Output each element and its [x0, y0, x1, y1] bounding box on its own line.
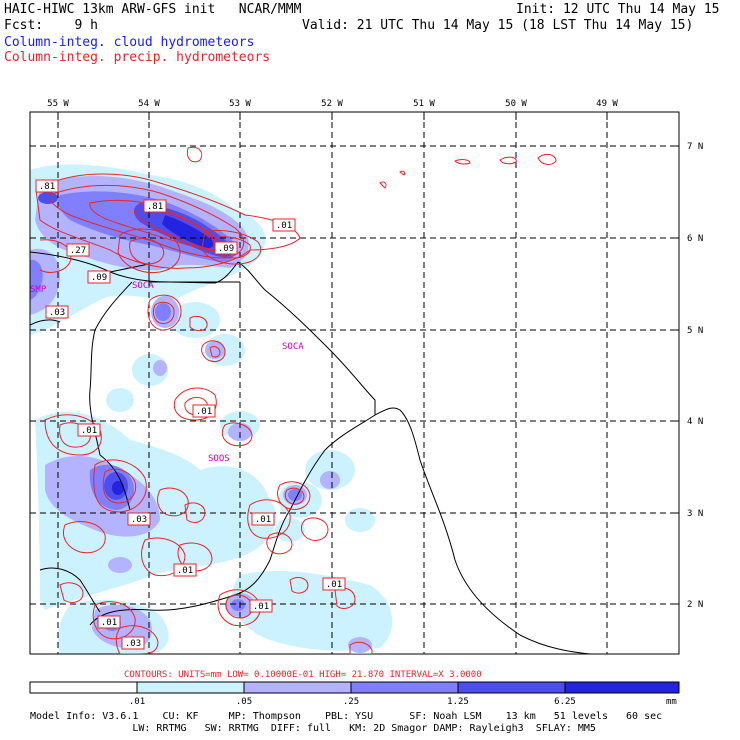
svg-text:.01: .01 — [253, 602, 269, 612]
svg-text:.01: .01 — [326, 580, 342, 590]
header-init: Init: 12 UTC Thu 14 May 15 — [516, 2, 720, 17]
colorbar-tick: .01 — [129, 697, 145, 707]
contour-label: .03 — [121, 636, 145, 650]
legend-precip-hydrometeors: Column-integ. precip. hydrometeors — [4, 50, 271, 65]
svg-text:.09: .09 — [91, 273, 107, 283]
contour-label: .27 — [66, 243, 90, 257]
svg-text:.81: .81 — [147, 202, 163, 212]
svg-text:.27: .27 — [70, 246, 86, 256]
colorbar-ticks: .01 .05 .25 1.25 6.25 — [129, 697, 576, 707]
axis-ticks — [57, 112, 679, 605]
contour-label: .01 — [251, 512, 275, 526]
svg-text:.01: .01 — [276, 221, 292, 231]
contour-labels: .81 .81 .01 .27 .09 .09 .03 .01 .01 .03 … — [35, 179, 346, 650]
svg-text:.81: .81 — [39, 182, 55, 192]
contour-label: .81 — [35, 179, 59, 193]
coastlines-borders — [30, 251, 591, 654]
longitude-label: 54 W — [138, 99, 160, 109]
station-label: SMP — [30, 285, 47, 295]
svg-text:.01: .01 — [81, 426, 97, 436]
contour-label: .01 — [249, 599, 273, 613]
latitude-label: 6 N — [687, 234, 703, 244]
model-info-line2: LW: RRTMG SW: RRTMG DIFF: full KM: 2D Sm… — [30, 723, 596, 734]
svg-text:.03: .03 — [125, 639, 141, 649]
contour-label: .01 — [77, 423, 101, 437]
colorbar-segment — [136, 681, 245, 694]
svg-text:.09: .09 — [218, 244, 234, 254]
contour-label: .01 — [97, 615, 121, 629]
header-title: HAIC-HIWC 13km ARW-GFS init NCAR/MMM — [4, 2, 302, 17]
contour-info: CONTOURS: UNITS=mm LOW= 0.10000E-01 HIGH… — [124, 670, 482, 680]
station-label: SOCA — [132, 281, 154, 291]
latitude-label: 3 N — [687, 509, 703, 519]
lat-lon-grid — [30, 112, 679, 654]
station-label: SOCA — [282, 342, 304, 352]
contour-label: .01 — [272, 218, 296, 232]
longitude-label: 52 W — [321, 99, 343, 109]
colorbar-segment — [457, 681, 566, 694]
latitude-label: 5 N — [687, 326, 703, 336]
header-valid: Valid: 21 UTC Thu 14 May 15 (18 LST Thu … — [302, 18, 694, 33]
contour-label: .81 — [143, 199, 167, 213]
latitude-labels: 7 N 6 N 5 N 4 N 3 N 2 N — [687, 142, 703, 610]
colorbar-segment — [243, 681, 352, 694]
latitude-label: 7 N — [687, 142, 703, 152]
colorbar-units: mm — [666, 697, 677, 707]
legend-cloud-hydrometeors: Column-integ. cloud hydrometeors — [4, 35, 255, 50]
contour-label: .01 — [173, 563, 197, 577]
contour-label: .03 — [45, 305, 69, 319]
colorbar-tick: 1.25 — [447, 697, 469, 707]
model-info-line1: Model Info: V3.6.1 CU: KF MP: Thompson P… — [30, 711, 663, 722]
longitude-label: 51 W — [413, 99, 435, 109]
contour-label: .03 — [127, 512, 151, 526]
colorbar-segment — [350, 681, 459, 694]
svg-text:.01: .01 — [196, 407, 212, 417]
svg-text:.03: .03 — [49, 308, 65, 318]
colorbar-tick: .05 — [236, 697, 252, 707]
station-label: SOOS — [208, 454, 230, 464]
svg-text:.01: .01 — [255, 515, 271, 525]
colorbar-tick: 6.25 — [554, 697, 576, 707]
longitude-labels: 55 W 54 W 53 W 52 W 51 W 50 W 49 W — [47, 99, 618, 109]
contour-label: .09 — [87, 270, 111, 284]
colorbar-segment — [564, 681, 680, 694]
contour-label: .01 — [322, 577, 346, 591]
latitude-label: 4 N — [687, 417, 703, 427]
svg-text:.01: .01 — [177, 566, 193, 576]
colorbar — [29, 681, 680, 694]
longitude-label: 49 W — [596, 99, 618, 109]
longitude-label: 53 W — [229, 99, 251, 109]
contour-label: .01 — [192, 404, 216, 418]
latitude-label: 2 N — [687, 600, 703, 610]
colorbar-segment — [29, 681, 138, 694]
svg-text:.03: .03 — [131, 515, 147, 525]
station-labels: SMP SOCA SOCA SOOS — [30, 281, 304, 464]
header-forecast: Fcst: 9 h — [4, 18, 98, 33]
longitude-label: 55 W — [47, 99, 69, 109]
contour-label: .09 — [214, 241, 238, 255]
svg-text:.01: .01 — [101, 618, 117, 628]
colorbar-tick: .25 — [343, 697, 359, 707]
longitude-label: 50 W — [505, 99, 527, 109]
